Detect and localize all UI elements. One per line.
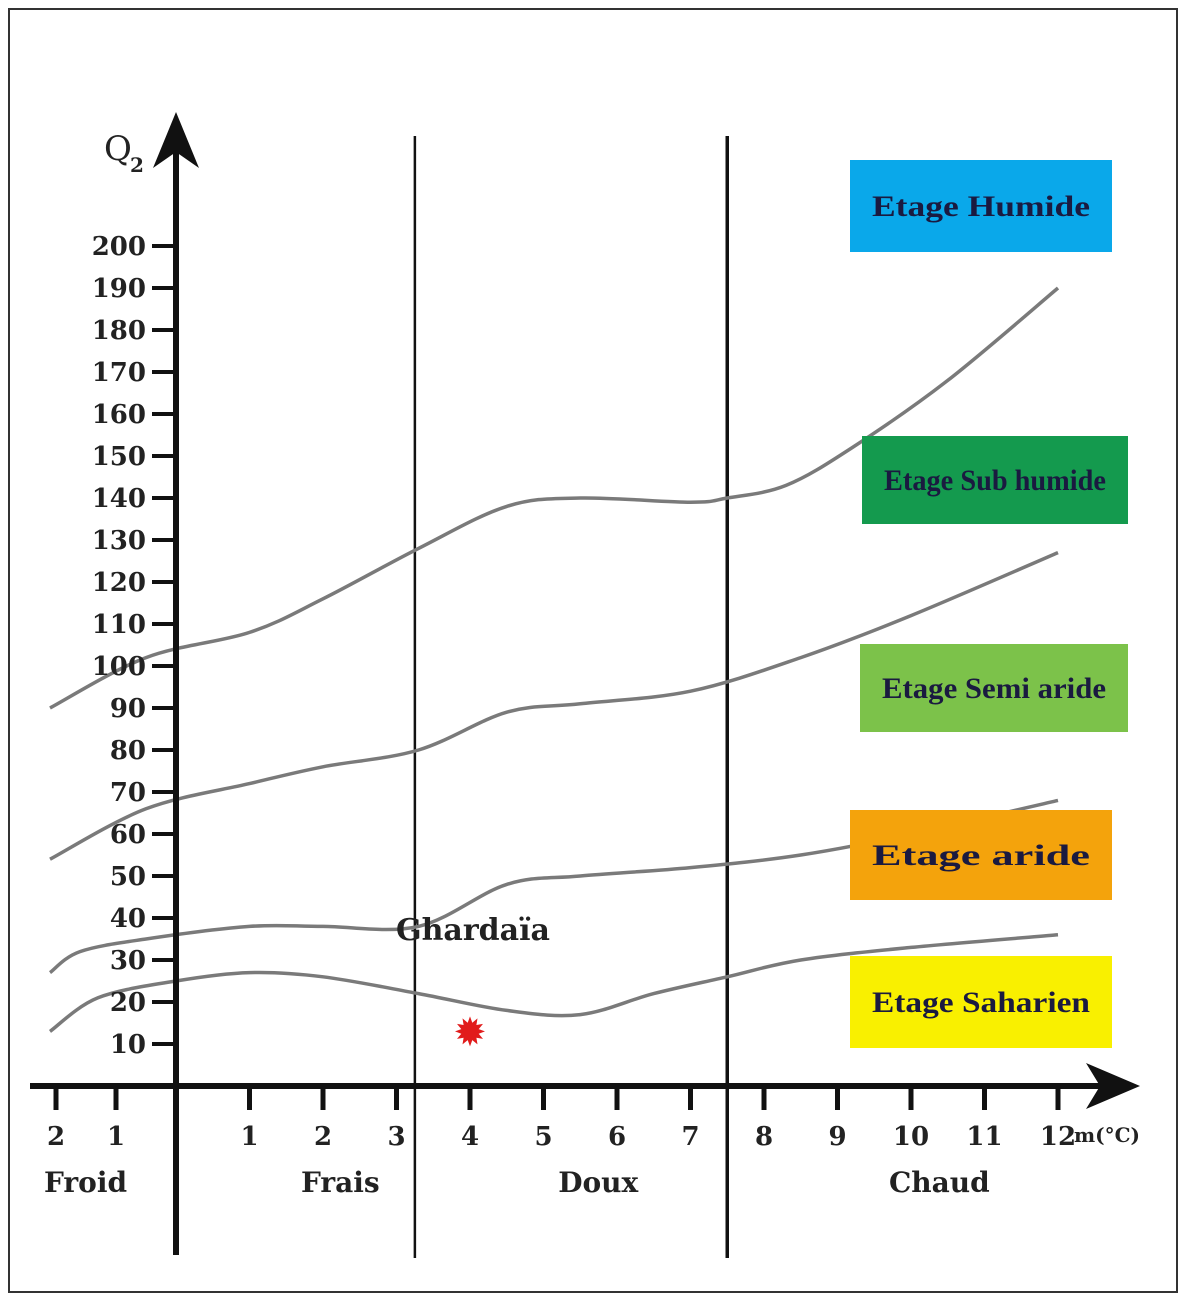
- y-tick-label: 140: [92, 484, 146, 514]
- x-tick-label: 7: [681, 1122, 699, 1152]
- x-tick-label: 6: [608, 1122, 626, 1152]
- y-axis-title: Q: [104, 129, 132, 169]
- y-tick-label: 90: [110, 694, 146, 724]
- y-tick-label: 110: [92, 610, 146, 640]
- x-tick-label: 2: [47, 1122, 65, 1152]
- x-tick-label: 2: [314, 1122, 332, 1152]
- y-tick-label: 40: [110, 904, 146, 934]
- zone-labels: Froid Frais Doux Chaud: [44, 1166, 990, 1199]
- zone-label-frais: Frais: [301, 1166, 380, 1199]
- x-tick-label: 5: [534, 1122, 552, 1152]
- legend-label-etage-sub-humide: Etage Sub humide: [884, 464, 1106, 497]
- y-tick-label: 100: [92, 652, 146, 682]
- x-tick-label: 3: [387, 1122, 405, 1152]
- y-tick-label: 50: [110, 862, 146, 892]
- y-tick-label: 130: [92, 526, 146, 556]
- x-ticks: 2 1 1 2 3 4 5 6 7 8 9 10 11 12: [47, 1086, 1076, 1152]
- y-tick-label: 190: [92, 274, 146, 304]
- y-tick-label: 20: [110, 988, 146, 1018]
- legend: Etage Humide Etage Sub humide Etage Semi a…: [850, 160, 1128, 1048]
- x-tick-label: 12: [1040, 1122, 1076, 1152]
- y-tick-label: 120: [92, 568, 146, 598]
- y-tick-label: 30: [110, 946, 146, 976]
- y-tick-label: 200: [92, 232, 146, 262]
- ghardaia-marker: [455, 1016, 485, 1046]
- x-tick-label: 8: [755, 1122, 773, 1152]
- y-tick-label: 10: [110, 1030, 146, 1060]
- zone-label-froid: Froid: [44, 1166, 127, 1199]
- legend-label-etage-semi-aride: Etage Semi aride: [882, 672, 1106, 705]
- y-axis-title-subscript: 2: [130, 153, 144, 177]
- legend-label-etage-aride: Etage aride: [872, 839, 1090, 872]
- x-tick-label: 9: [828, 1122, 846, 1152]
- zone-divider-layer: [415, 136, 727, 1258]
- y-tick-label: 170: [92, 358, 146, 388]
- station-marker-group: Ghardaïa: [396, 913, 550, 1046]
- y-tick-label: 60: [110, 820, 146, 850]
- zone-label-doux: Doux: [558, 1166, 638, 1199]
- x-tick-label: 1: [107, 1122, 125, 1152]
- legend-label-etage-saharien: Etage Saharien: [872, 986, 1090, 1019]
- y-tick-label: 70: [110, 778, 146, 808]
- y-tick-label: 150: [92, 442, 146, 472]
- x-tick-label: 11: [966, 1122, 1002, 1152]
- ghardaia-label: Ghardaïa: [396, 913, 550, 948]
- zone-label-chaud: Chaud: [889, 1166, 990, 1199]
- x-tick-label: 1: [240, 1122, 258, 1152]
- x-axis-title: m(°C): [1074, 1123, 1140, 1147]
- legend-label-etage-humide: Etage Humide: [872, 190, 1090, 223]
- y-tick-label: 160: [92, 400, 146, 430]
- y-tick-label: 180: [92, 316, 146, 346]
- y-tick-label: 80: [110, 736, 146, 766]
- x-tick-label: 4: [461, 1122, 479, 1152]
- x-tick-label: 10: [893, 1122, 929, 1152]
